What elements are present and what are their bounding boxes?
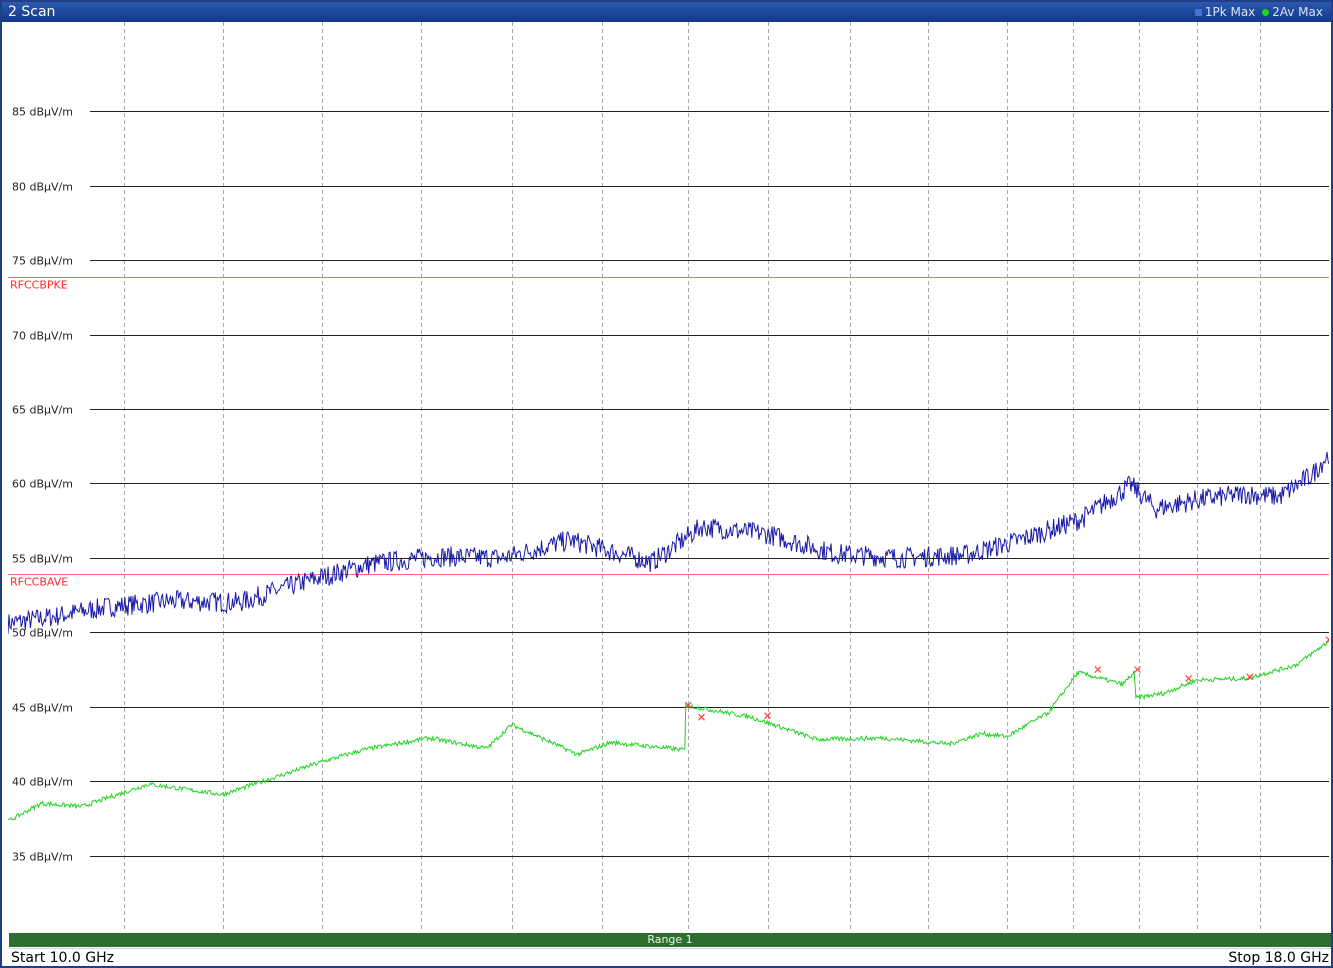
y-tick-label: 55 dBµV/m [12, 553, 73, 566]
y-tick-label: 85 dBµV/m [12, 106, 73, 119]
peak-marker [1185, 675, 1193, 682]
peak-marker-stroke [1325, 638, 1329, 644]
peak-marker-stroke [684, 701, 692, 709]
horizontal-grid: 35 dBµV/m 40 dBµV/m 45 dBµV/m 50 dBµV/m 55 d… [12, 106, 1329, 864]
trace-2av-max [8, 641, 1329, 821]
y-tick-label: 80 dBµV/m [12, 181, 73, 194]
y-tick-label: 50 dBµV/m [12, 627, 73, 640]
y-tick-label: 45 dBµV/m [12, 702, 73, 715]
start-frequency: Start 10.0 GHz [11, 950, 114, 966]
limit-lines: RFCCBPKE RFCCBAVE [8, 277, 1329, 589]
legend-item-av-max[interactable]: 2Av Max [1259, 5, 1323, 19]
peak-marker-stroke [1185, 675, 1193, 682]
peak-marker [1094, 666, 1102, 673]
trace-1pk-max [8, 451, 1329, 634]
pk-max-swatch-icon [1194, 8, 1202, 16]
window-title-bar: 2 Scan 1Pk Max 2Av Max [2, 2, 1331, 22]
peak-marker [698, 713, 705, 721]
peak-markers [684, 636, 1329, 721]
peak-marker-stroke [698, 713, 705, 721]
legend-item-pk-max[interactable]: 1Pk Max [1192, 5, 1259, 19]
av-max-swatch-icon [1262, 8, 1270, 16]
peak-marker [684, 701, 692, 709]
limit-line-label: RFCCBAVE [10, 576, 68, 589]
peak-marker-stroke [1325, 636, 1329, 641]
frequency-footer: Start 10.0 GHz Stop 18.0 GHz [9, 948, 1331, 968]
stop-frequency: Stop 18.0 GHz [1228, 950, 1329, 966]
legend-label-pk-max: 1Pk Max [1204, 5, 1256, 19]
legend-label-av-max: 2Av Max [1272, 5, 1323, 19]
peak-marker-stroke [764, 712, 771, 720]
peak-marker [764, 712, 771, 720]
window-title: 2 Scan [8, 4, 56, 20]
y-tick-label: 70 dBµV/m [12, 330, 73, 343]
peak-marker [1325, 636, 1329, 644]
y-tick-label: 65 dBµV/m [12, 404, 73, 417]
trace-lines [8, 451, 1329, 821]
y-tick-label: 35 dBµV/m [12, 851, 73, 864]
peak-marker-stroke [1094, 666, 1102, 673]
peak-marker-stroke [1246, 673, 1254, 681]
peak-marker [1246, 673, 1254, 681]
scan-plot[interactable]: 35 dBµV/m 40 dBµV/m 45 dBµV/m 50 dBµV/m 55 d… [8, 22, 1329, 930]
y-tick-label: 60 dBµV/m [12, 478, 73, 491]
vertical-grid [124, 22, 1261, 930]
peak-marker [1134, 666, 1141, 673]
y-tick-label: 75 dBµV/m [12, 255, 73, 268]
range-bar: Range 1 [9, 933, 1331, 947]
range-label: Range 1 [647, 933, 693, 946]
y-tick-label: 40 dBµV/m [12, 776, 73, 789]
trace-legend: 1Pk Max 2Av Max [1192, 4, 1323, 20]
peak-marker-stroke [1134, 666, 1141, 673]
limit-line-label: RFCCBPKE [10, 279, 68, 292]
